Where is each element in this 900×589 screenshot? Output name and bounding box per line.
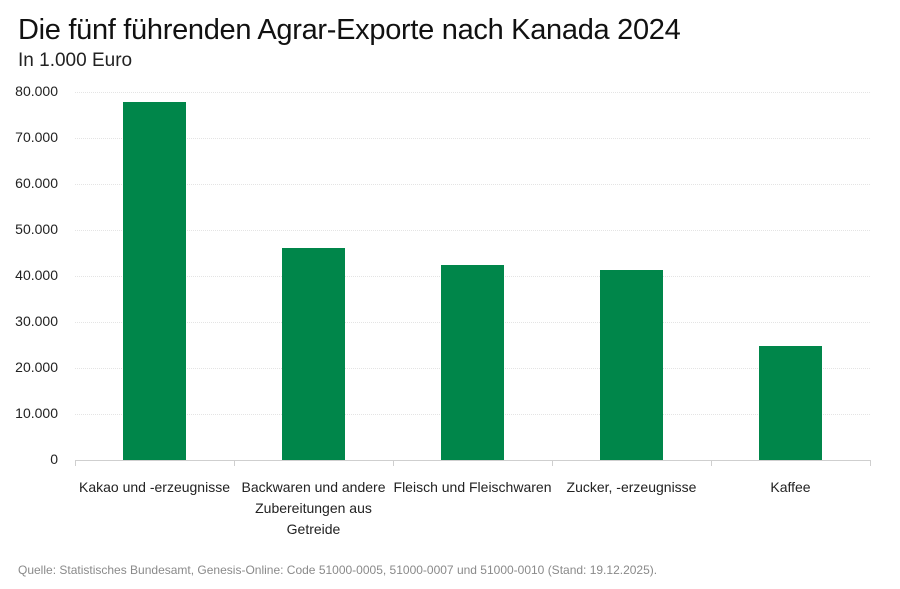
- x-tick-mark: [552, 460, 553, 466]
- chart-subtitle: In 1.000 Euro: [18, 50, 133, 71]
- gridline: [75, 92, 870, 93]
- source-note: Quelle: Statistisches Bundesamt, Genesis…: [18, 563, 658, 577]
- y-tick-label: 80.000: [15, 83, 58, 99]
- bar[interactable]: [123, 101, 186, 460]
- x-category-label: Kaffee: [770, 479, 811, 495]
- x-category-label: Backwaren und andere Zubereitungen aus Get…: [241, 479, 386, 537]
- x-category-label: Kakao und -erzeugnisse: [79, 479, 230, 495]
- x-tick-mark: [870, 460, 871, 466]
- bar[interactable]: [282, 247, 345, 460]
- bar[interactable]: [600, 270, 663, 460]
- x-tick-mark: [75, 460, 76, 466]
- gridline: [75, 138, 870, 139]
- y-tick-label: 70.000: [15, 129, 58, 145]
- bar[interactable]: [441, 264, 504, 460]
- x-tick-mark: [234, 460, 235, 466]
- bar[interactable]: [759, 345, 822, 460]
- y-tick-label: 60.000: [15, 175, 58, 191]
- y-tick-label: 40.000: [15, 267, 58, 283]
- chart-title: Die fünf führenden Agrar-Exporte nach Ka…: [18, 14, 681, 46]
- x-tick-mark: [393, 460, 394, 466]
- gridline: [75, 230, 870, 231]
- y-tick-label: 0: [50, 451, 58, 467]
- gridline: [75, 184, 870, 185]
- x-category-label: Fleisch und Fleischwaren: [393, 479, 552, 495]
- y-tick-label: 30.000: [15, 313, 58, 329]
- y-tick-label: 50.000: [15, 221, 58, 237]
- y-tick-label: 10.000: [15, 405, 58, 421]
- plot-area: [75, 92, 870, 460]
- y-tick-label: 20.000: [15, 359, 58, 375]
- x-tick-mark: [711, 460, 712, 466]
- x-axis-line: [75, 460, 870, 461]
- x-category-label: Zucker, -erzeugnisse: [566, 479, 697, 495]
